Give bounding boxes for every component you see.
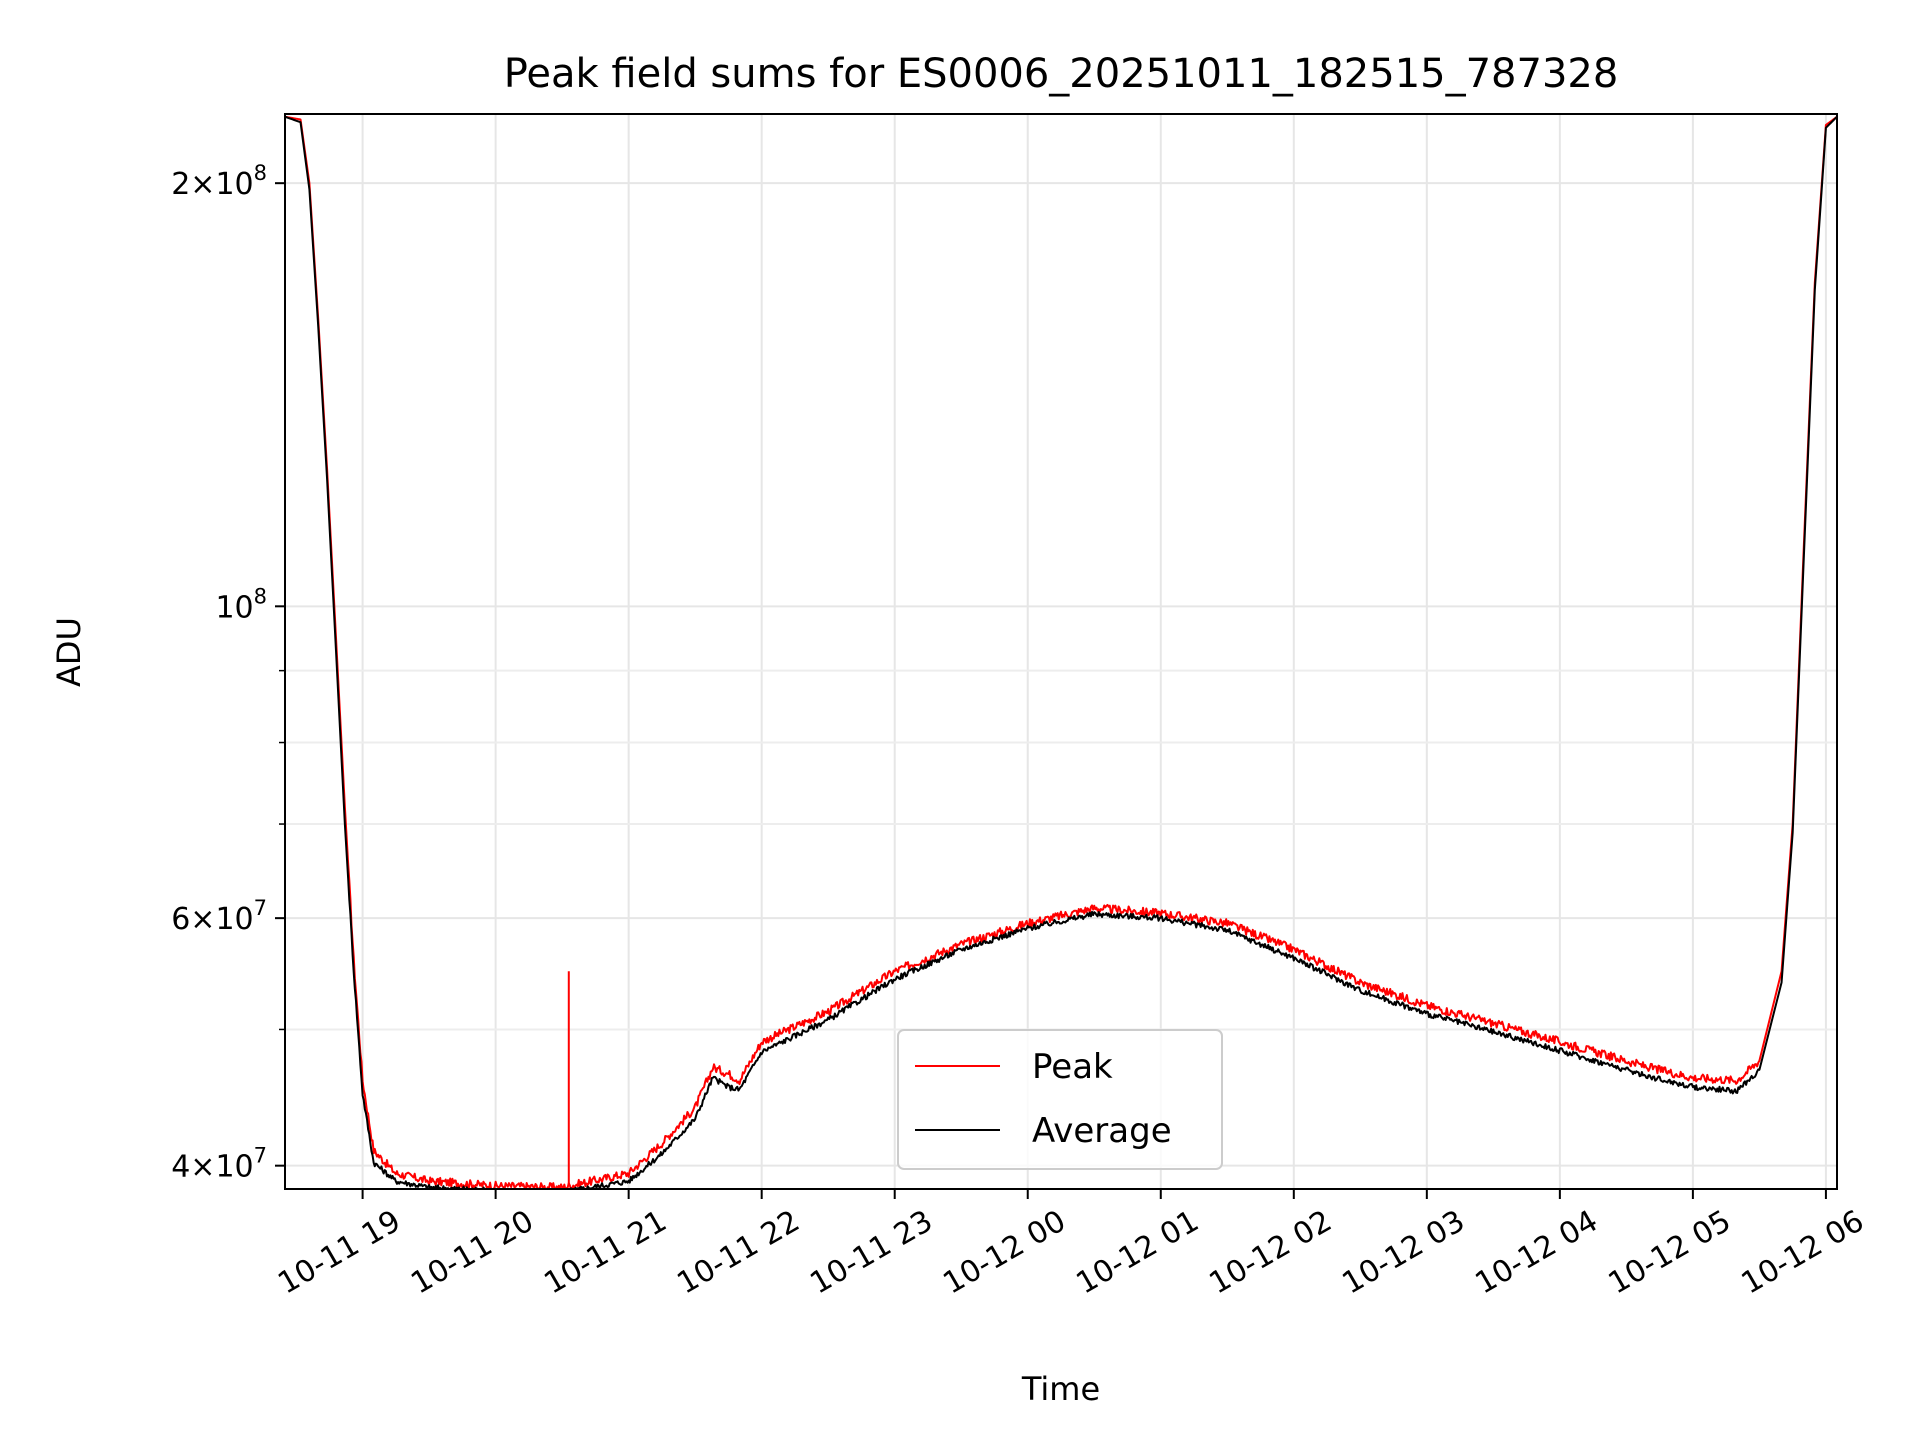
legend: Peak Average bbox=[897, 1029, 1223, 1170]
y-axis-label: ADU bbox=[50, 617, 88, 687]
chart-title: Peak field sums for ES0006_20251011_1825… bbox=[504, 51, 1619, 97]
y-axis-ticks: 4×107 6×107 108 2×108 bbox=[171, 161, 285, 1185]
series-line-average bbox=[285, 115, 1837, 1189]
y-tick-label: 4×107 bbox=[171, 1144, 267, 1185]
legend-label-peak: Peak bbox=[1032, 1047, 1113, 1087]
y-tick-label: 6×107 bbox=[171, 896, 267, 937]
x-axis-label: Time bbox=[1021, 1370, 1100, 1408]
plot-frame bbox=[284, 113, 1838, 1190]
legend-label-average: Average bbox=[1032, 1111, 1172, 1151]
y-tick-label: 2×108 bbox=[171, 161, 267, 202]
y-tick-label: 108 bbox=[215, 584, 267, 625]
legend-box bbox=[897, 1029, 1223, 1170]
